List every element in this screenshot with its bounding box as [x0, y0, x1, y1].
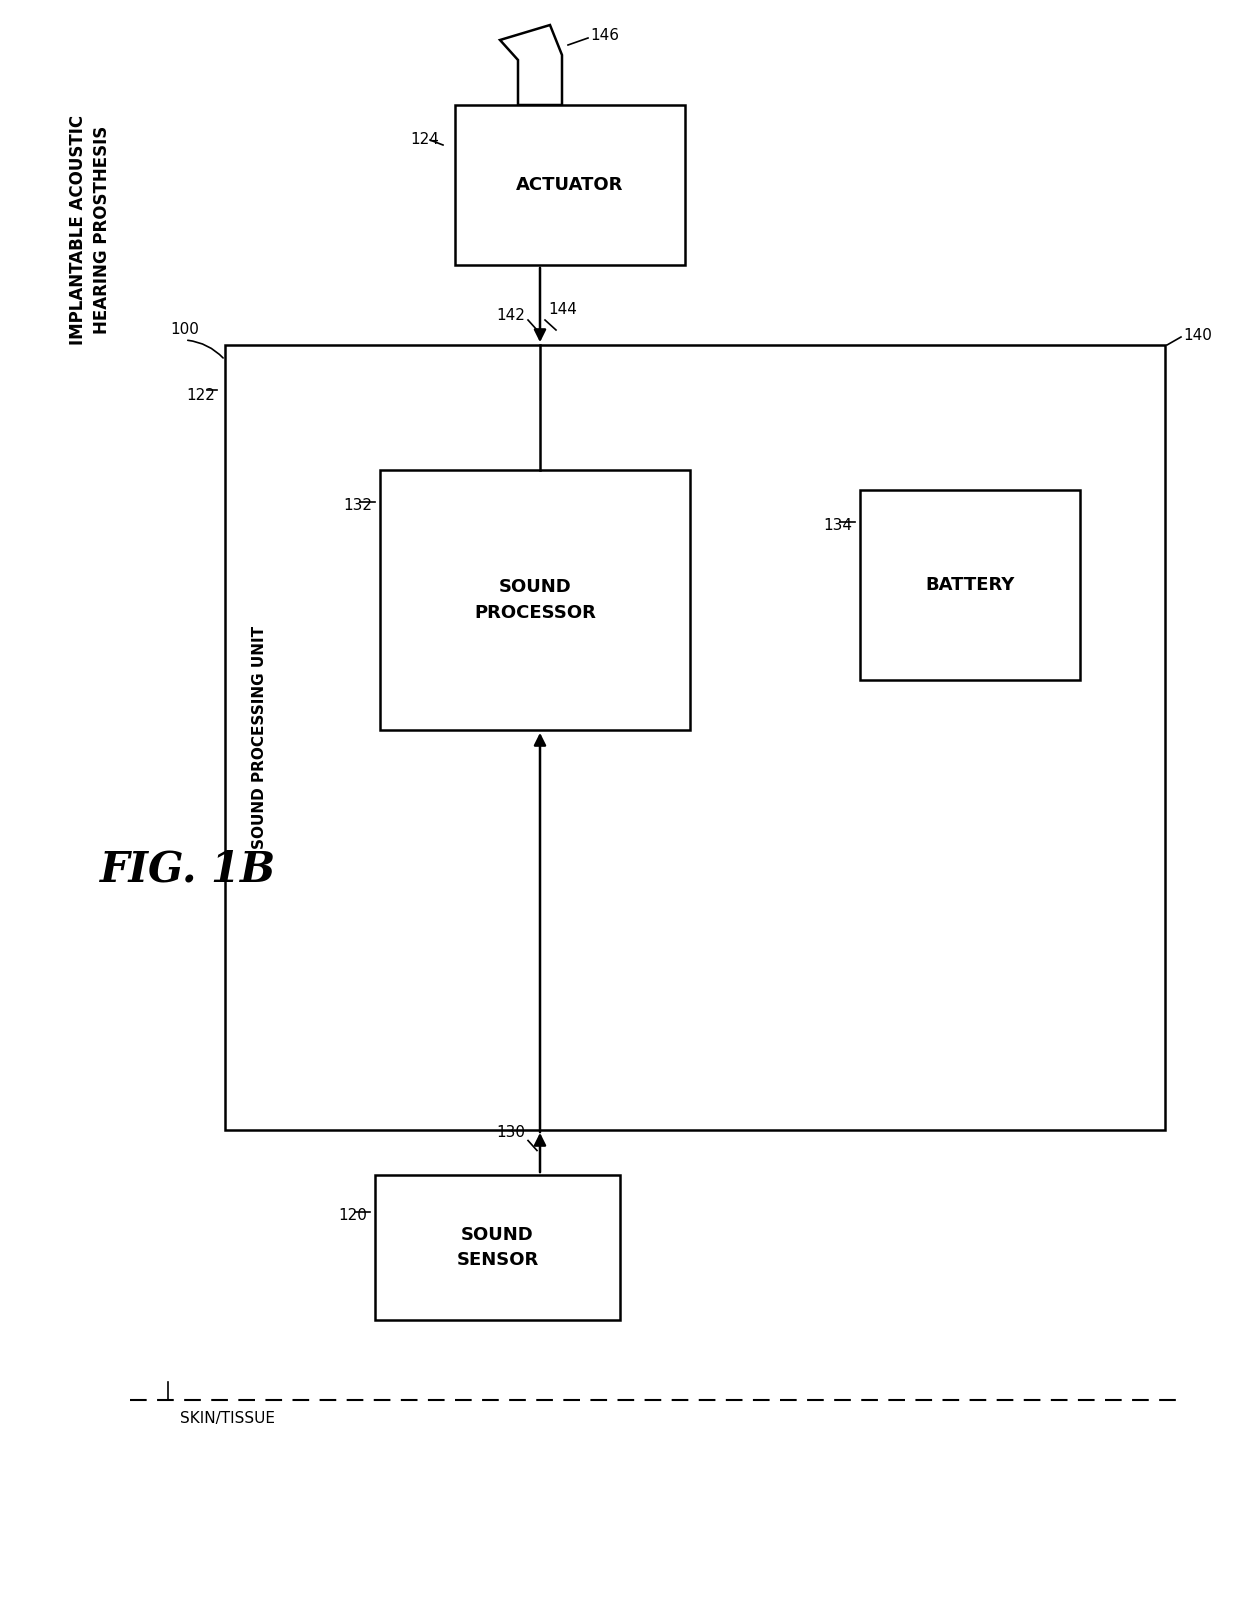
Text: IMPLANTABLE ACOUSTIC
HEARING PROSTHESIS: IMPLANTABLE ACOUSTIC HEARING PROSTHESIS — [69, 115, 110, 345]
Polygon shape — [500, 24, 562, 105]
Bar — [861, 490, 1080, 681]
Text: 142: 142 — [496, 308, 525, 323]
Text: 144: 144 — [548, 303, 577, 318]
Text: 120: 120 — [339, 1208, 367, 1223]
Text: 146: 146 — [590, 27, 619, 42]
Text: 140: 140 — [1183, 327, 1211, 342]
Text: BATTERY: BATTERY — [925, 576, 1014, 594]
Bar — [224, 345, 1166, 1131]
Text: 122: 122 — [186, 387, 215, 403]
Text: SOUND
SENSOR: SOUND SENSOR — [456, 1226, 538, 1269]
Text: SOUND PROCESSING UNIT: SOUND PROCESSING UNIT — [253, 626, 268, 848]
Text: FIG. 1B: FIG. 1B — [100, 848, 277, 890]
Text: 124: 124 — [410, 132, 439, 147]
Text: 130: 130 — [496, 1124, 525, 1140]
Bar — [374, 1174, 620, 1319]
Text: 132: 132 — [343, 497, 372, 513]
Text: SOUND
PROCESSOR: SOUND PROCESSOR — [474, 579, 596, 621]
Text: 134: 134 — [823, 518, 852, 532]
Bar — [455, 105, 684, 265]
Text: ACTUATOR: ACTUATOR — [516, 176, 624, 194]
Text: SKIN/TISSUE: SKIN/TISSUE — [180, 1410, 275, 1426]
Bar — [379, 469, 689, 731]
Text: 100: 100 — [170, 323, 198, 337]
